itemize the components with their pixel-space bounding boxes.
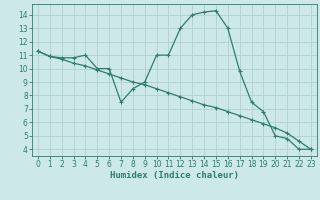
X-axis label: Humidex (Indice chaleur): Humidex (Indice chaleur) bbox=[110, 171, 239, 180]
